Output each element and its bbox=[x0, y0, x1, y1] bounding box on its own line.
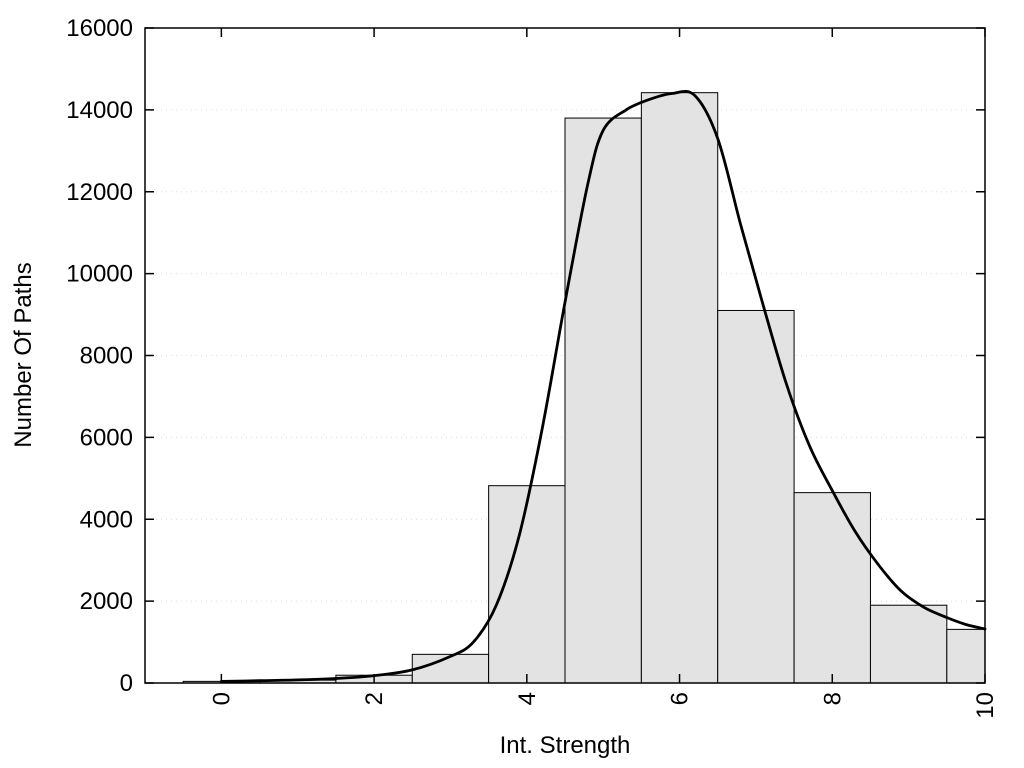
x-tick-label: 8 bbox=[819, 692, 846, 705]
histogram-bar bbox=[488, 485, 566, 684]
histogram-bar bbox=[640, 92, 719, 684]
x-axis-title: Int. Strength bbox=[499, 732, 631, 759]
histogram-bar bbox=[411, 653, 490, 684]
histogram-bar bbox=[717, 309, 795, 684]
y-tick-label: 2000 bbox=[80, 588, 133, 615]
y-tick-label: 0 bbox=[120, 670, 133, 697]
x-tick-label: 0 bbox=[208, 692, 235, 705]
density-curve bbox=[220, 89, 987, 683]
x-tick-label: 2 bbox=[361, 692, 388, 705]
histogram-bar bbox=[946, 628, 986, 684]
x-tick-label: 10 bbox=[972, 692, 999, 719]
x-tick-label: 4 bbox=[514, 692, 541, 705]
y-axis-title: Number Of Paths bbox=[10, 262, 37, 448]
histogram-bar bbox=[869, 604, 948, 684]
y-tick-label: 10000 bbox=[66, 261, 133, 288]
histogram-bar bbox=[564, 117, 642, 684]
y-tick-label: 6000 bbox=[80, 424, 133, 451]
histogram-bar bbox=[793, 492, 871, 684]
y-tick-label: 4000 bbox=[80, 506, 133, 533]
x-tick-label: 6 bbox=[667, 692, 694, 705]
y-tick-label: 8000 bbox=[80, 343, 133, 370]
y-tick-label: 16000 bbox=[66, 15, 133, 42]
y-tick-label: 12000 bbox=[66, 179, 133, 206]
y-tick-label: 14000 bbox=[66, 97, 133, 124]
